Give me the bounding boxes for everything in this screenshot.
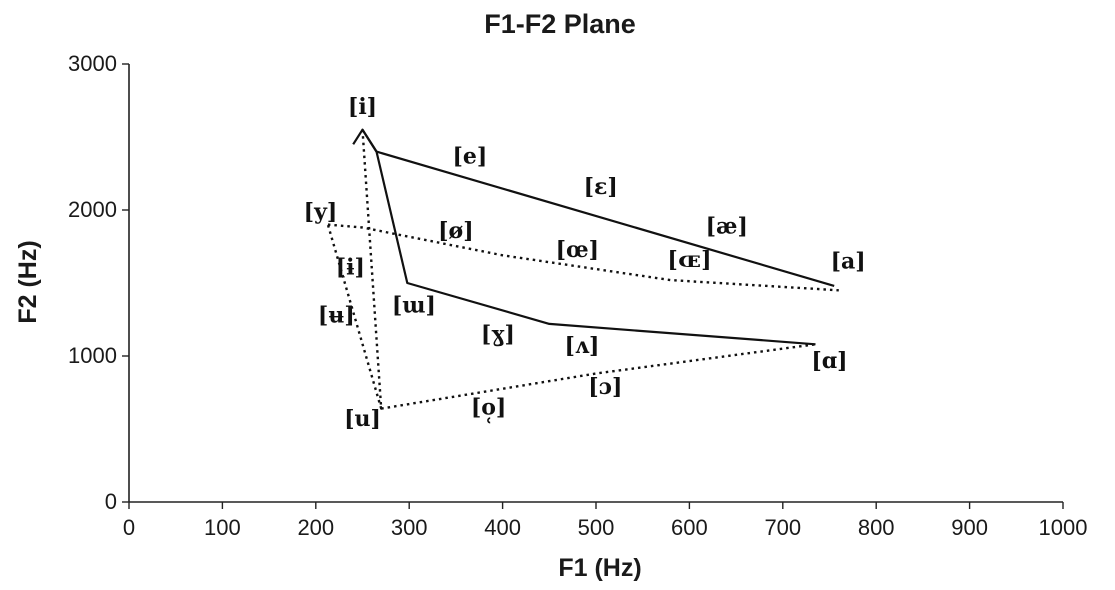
vowel-label: [o̜] — [471, 395, 507, 424]
vowel-label: [œ] — [556, 237, 599, 263]
vowel-label: [y] — [304, 199, 338, 225]
x-tick-label: 1000 — [1039, 515, 1088, 540]
vowel-label: [u] — [344, 406, 381, 432]
y-tick-label: 2000 — [68, 197, 117, 222]
x-tick-label: 0 — [123, 515, 135, 540]
y-tick-label: 0 — [105, 489, 117, 514]
vowel-labels: [i] [e] [ɛ] [æ] [a] [y] [ø] [œ] [ɶ] [ɨ] [ʉ] [ɯ] [ɣ] [… — [304, 94, 866, 432]
x-tick-label: 500 — [578, 515, 615, 540]
chart-title: F1-F2 Plane — [484, 9, 636, 39]
y-ticks: 0 1000 2000 3000 — [68, 51, 129, 514]
x-axis-label: F1 (Hz) — [558, 554, 641, 582]
y-tick-label: 3000 — [68, 51, 117, 76]
vowel-label: [ɛ] — [584, 174, 618, 200]
vowel-label: [ɣ] — [481, 322, 515, 348]
y-axis-label: F2 (Hz) — [14, 240, 42, 323]
x-ticks: 0 100 200 300 400 500 600 700 800 900 1000 — [123, 502, 1088, 540]
vowel-label: [a] — [831, 249, 866, 275]
vowel-label: [ʉ] — [318, 303, 355, 329]
x-tick-label: 800 — [858, 515, 895, 540]
vowel-label: [ɯ] — [392, 292, 436, 318]
x-tick-label: 600 — [671, 515, 708, 540]
vowel-label: [ɔ] — [588, 374, 622, 400]
series-line-4 — [326, 129, 383, 410]
x-tick-label: 200 — [297, 515, 334, 540]
y-tick-label: 1000 — [68, 343, 117, 368]
vowel-label: [ɶ] — [667, 247, 711, 273]
vowel-label: [ʌ] — [565, 333, 600, 359]
x-tick-label: 100 — [204, 515, 241, 540]
vowel-label: [æ] — [706, 214, 748, 240]
vowel-label: [i] — [348, 94, 377, 120]
vowel-label: [ø] — [438, 218, 474, 244]
x-tick-label: 400 — [484, 515, 521, 540]
vowel-label: [ɨ] — [336, 254, 365, 280]
x-tick-label: 300 — [391, 515, 428, 540]
series-line-1 — [361, 129, 816, 346]
series-line-2 — [327, 223, 839, 292]
series-line-3 — [381, 343, 816, 410]
vowel-label: [e] — [452, 143, 487, 169]
x-tick-label: 900 — [951, 515, 988, 540]
plot-lines — [326, 128, 839, 410]
vowel-label: [ɑ] — [811, 348, 847, 374]
axes — [128, 64, 1063, 503]
x-tick-label: 700 — [764, 515, 801, 540]
